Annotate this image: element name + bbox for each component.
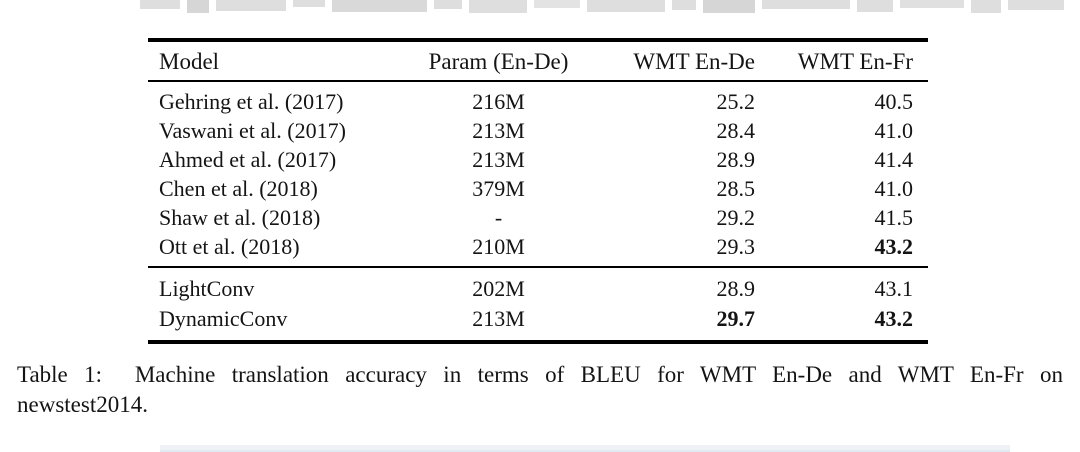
param-cell: - bbox=[494, 205, 503, 230]
wmt-en-de-cell: 28.5 bbox=[716, 176, 756, 201]
table-group-prior-work: Gehring et al. (2017) 216M 25.2 40.5 Vas… bbox=[148, 81, 928, 267]
column-header-model: Model bbox=[148, 40, 406, 82]
table-row: Vaswani et al. (2017) 213M 28.4 41.0 bbox=[148, 116, 928, 145]
wmt-en-de-cell: 29.7 bbox=[716, 306, 756, 331]
wmt-en-fr-cell: 41.0 bbox=[874, 176, 914, 201]
table-row: Gehring et al. (2017) 216M 25.2 40.5 bbox=[148, 81, 928, 116]
caption-line-1: Table 1: Machine translation accuracy in… bbox=[17, 362, 1063, 387]
wmt-en-fr-cell: 43.1 bbox=[874, 276, 914, 301]
wmt-en-fr-cell: 41.5 bbox=[874, 205, 914, 230]
column-header-wmt-en-de: WMT En-De bbox=[591, 40, 755, 82]
model-cell: Vaswani et al. (2017) bbox=[159, 118, 346, 143]
wmt-en-fr-cell: 40.5 bbox=[874, 89, 914, 114]
wmt-en-fr-cell: 43.2 bbox=[874, 234, 914, 259]
model-cell: Shaw et al. (2018) bbox=[159, 205, 321, 230]
wmt-en-fr-cell: 43.2 bbox=[874, 306, 914, 331]
model-cell: LightConv bbox=[159, 276, 255, 301]
model-cell: DynamicConv bbox=[159, 306, 288, 331]
param-cell: 213M bbox=[472, 118, 525, 143]
model-cell: Ahmed et al. (2017) bbox=[159, 147, 337, 172]
table-row: Ott et al. (2018) 210M 29.3 43.2 bbox=[148, 232, 928, 267]
column-header-param-en-de: Param (En-De) bbox=[406, 40, 591, 82]
cropped-text-remnant-top bbox=[140, 0, 1071, 16]
table-row: LightConv 202M 28.9 43.1 bbox=[148, 267, 928, 304]
param-cell: 379M bbox=[472, 176, 525, 201]
table-row: Chen et al. (2018) 379M 28.5 41.0 bbox=[148, 174, 928, 203]
param-cell: 210M bbox=[472, 234, 525, 259]
table-header-row: Model Param (En-De) WMT En-De WMT En-Fr bbox=[148, 40, 928, 82]
param-cell: 213M bbox=[472, 147, 525, 172]
wmt-en-de-cell: 29.2 bbox=[716, 205, 756, 230]
param-cell: 213M bbox=[472, 306, 525, 331]
wmt-en-fr-cell: 41.4 bbox=[874, 147, 914, 172]
wmt-en-de-cell: 28.9 bbox=[716, 276, 756, 301]
table-caption: Table 1: Machine translation accuracy in… bbox=[17, 360, 1063, 420]
param-cell: 216M bbox=[472, 89, 525, 114]
wmt-en-de-cell: 25.2 bbox=[716, 89, 756, 114]
table-row: Shaw et al. (2018) - 29.2 41.5 bbox=[148, 203, 928, 232]
param-cell: 202M bbox=[472, 276, 525, 301]
table-row: Ahmed et al. (2017) 213M 28.9 41.4 bbox=[148, 145, 928, 174]
wmt-en-fr-cell: 41.0 bbox=[874, 118, 914, 143]
caption-line-2: newstest2014. bbox=[17, 392, 148, 417]
cropped-content-remnant-bottom bbox=[160, 445, 1010, 452]
results-table: Model Param (En-De) WMT En-De WMT En-Fr … bbox=[148, 38, 928, 344]
column-header-wmt-en-fr: WMT En-Fr bbox=[755, 40, 928, 82]
wmt-en-de-cell: 29.3 bbox=[716, 234, 756, 259]
model-cell: Ott et al. (2018) bbox=[159, 234, 300, 259]
wmt-en-de-cell: 28.4 bbox=[716, 118, 756, 143]
model-cell: Gehring et al. (2017) bbox=[159, 89, 344, 114]
table-row: DynamicConv 213M 29.7 43.2 bbox=[148, 304, 928, 342]
model-cell: Chen et al. (2018) bbox=[159, 176, 318, 201]
table-group-proposed-models: LightConv 202M 28.9 43.1 DynamicConv 213… bbox=[148, 267, 928, 342]
wmt-en-de-cell: 28.9 bbox=[716, 147, 756, 172]
